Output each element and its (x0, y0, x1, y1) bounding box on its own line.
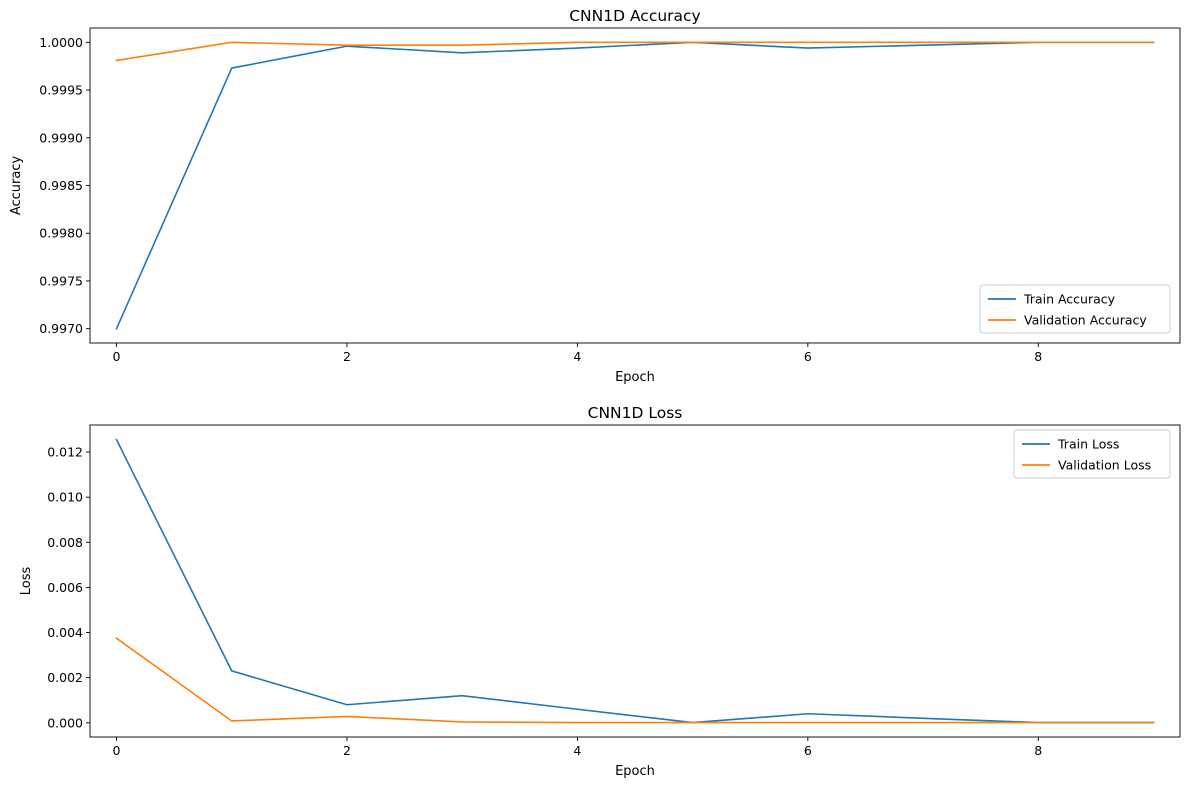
series-line-0 (115, 438, 1155, 724)
chart-1: CNN1D Loss 0 2 4 6 8 0.000 0.002 0.004 0.006 0.008… (19, 404, 1181, 779)
y-tick-label: 0.9985 (39, 178, 83, 193)
legend-entry: Validation Loss (1058, 458, 1151, 473)
y-tick-label: 1.0000 (39, 35, 83, 50)
legend: Train Accuracy Validation Accuracy (979, 284, 1171, 334)
y-tick-label: 0.012 (47, 445, 83, 460)
y-tick-label: 0.008 (47, 535, 83, 550)
legend-entry: Validation Accuracy (1024, 313, 1147, 328)
plot-frame (89, 424, 1181, 738)
x-tick-label: 6 (804, 743, 812, 758)
series-line-1 (115, 41, 1155, 62)
legend: Train Loss Validation Loss (1013, 429, 1171, 479)
x-tick-label: 4 (573, 743, 581, 758)
chart-title: CNN1D Accuracy (569, 7, 701, 25)
y-tick-label: 0.9970 (39, 321, 83, 336)
legend-box (1013, 429, 1171, 479)
x-tick-label: 4 (573, 349, 581, 364)
chart-0: CNN1D Accuracy 0 2 4 6 8 0.9970 0.9975 0.9980 0.9… (9, 7, 1181, 385)
y-tick-label: 0.9995 (39, 83, 83, 98)
y-tick-label: 0.9975 (39, 273, 83, 288)
y-tick-label: 0.004 (47, 625, 83, 640)
y-tick-label: 0.006 (47, 580, 83, 595)
x-tick-label: 0 (113, 743, 121, 758)
x-tick-label: 8 (1034, 349, 1042, 364)
y-axis-label: Loss (19, 567, 34, 596)
x-tick-label: 8 (1034, 743, 1042, 758)
y-tick-label: 0.000 (47, 715, 83, 730)
chart-title: CNN1D Loss (588, 404, 683, 422)
y-axis-label: Accuracy (9, 156, 24, 216)
series-line-1 (115, 637, 1155, 724)
y-tick-label: 0.9990 (39, 130, 83, 145)
x-tick-label: 0 (113, 349, 121, 364)
legend-entry: Train Loss (1057, 437, 1119, 452)
x-tick-label: 6 (804, 349, 812, 364)
legend-box (979, 284, 1171, 334)
legend-entry: Train Accuracy (1023, 292, 1116, 307)
x-axis-label: Epoch (615, 764, 655, 779)
y-tick-label: 0.9980 (39, 226, 83, 241)
series-line-0 (115, 41, 1155, 330)
y-tick-label: 0.002 (47, 670, 83, 685)
x-tick-label: 2 (343, 743, 351, 758)
x-tick-label: 2 (343, 349, 351, 364)
x-axis-label: Epoch (615, 370, 655, 385)
y-tick-label: 0.010 (47, 490, 83, 505)
